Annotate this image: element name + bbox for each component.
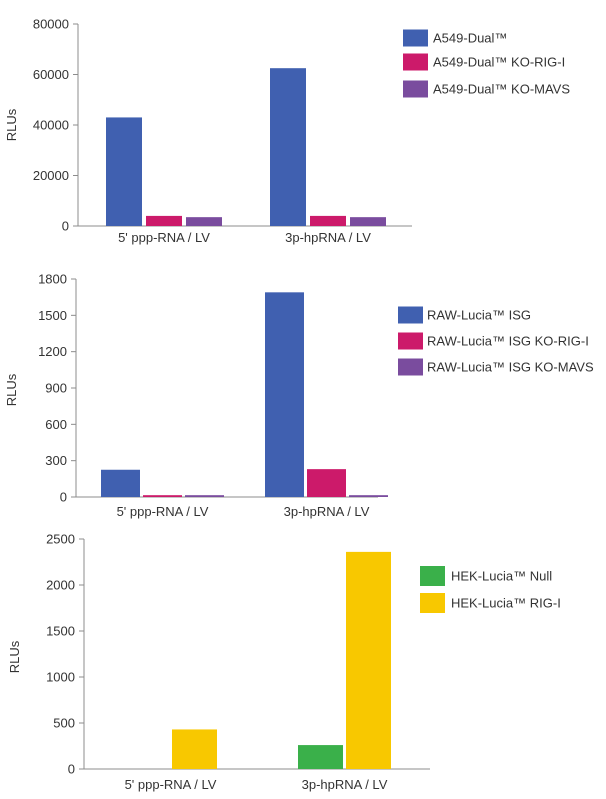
y-tick-label: 0 bbox=[60, 490, 67, 505]
y-tick-label: 500 bbox=[53, 716, 75, 731]
y-tick-label: 1800 bbox=[38, 272, 67, 287]
y-tick-label: 80000 bbox=[33, 17, 69, 32]
y-tick-label: 300 bbox=[45, 453, 67, 468]
bar-a549-s1-c0 bbox=[146, 215, 182, 226]
chart-panel-raw-lucia: 0 300 600 900 1200 1500 1800 RLUs 5' ppp-RNA / L… bbox=[4, 272, 594, 520]
bar-a549-s1-c1 bbox=[310, 215, 346, 226]
chart-panel-hek-lucia: 0 500 1000 1500 2000 2500 RLUs 5' ppp-RNA / LV 3… bbox=[7, 532, 561, 793]
legend-swatch bbox=[403, 29, 428, 47]
legend-swatch bbox=[398, 332, 423, 350]
y-tick-label: 1500 bbox=[46, 624, 75, 639]
legend-swatch bbox=[398, 306, 423, 324]
chart-panel-a549: 0 20000 40000 60000 80000 RLUs 5' ppp-RNA / LV… bbox=[4, 17, 570, 246]
bar-raw-lucia-s0-c0 bbox=[101, 469, 140, 497]
bar-hek-lucia-s0-c1 bbox=[298, 745, 343, 769]
y-tick-label: 60000 bbox=[33, 67, 69, 82]
legend-label: A549-Dual™ bbox=[433, 31, 507, 46]
legend-swatch bbox=[420, 566, 445, 586]
bar-hek-lucia-s1-c0 bbox=[172, 729, 217, 769]
y-tick-label: 0 bbox=[62, 219, 69, 234]
y-tick-label: 900 bbox=[45, 381, 67, 396]
x-category-label: 3p-hpRNA / LV bbox=[302, 777, 388, 792]
y-tick-label: 600 bbox=[45, 417, 67, 432]
bar-raw-lucia-s2-c1 bbox=[349, 495, 388, 497]
y-axis-title: RLUs bbox=[7, 640, 22, 673]
legend-label: A549-Dual™ KO-RIG-I bbox=[433, 55, 565, 70]
y-axis-title: RLUs bbox=[4, 373, 19, 406]
y-axis-title: RLUs bbox=[4, 108, 19, 141]
x-category-label: 3p-hpRNA / LV bbox=[285, 230, 371, 245]
legend-label: A549-Dual™ KO-MAVS bbox=[433, 82, 570, 97]
bar-raw-lucia-s2-c0 bbox=[185, 495, 224, 497]
bar-raw-lucia-s1-c0 bbox=[143, 495, 182, 497]
x-category-label: 5' ppp-RNA / LV bbox=[118, 230, 210, 245]
y-tick-label: 2000 bbox=[46, 578, 75, 593]
legend-swatch bbox=[420, 593, 445, 613]
x-category-label: 5' ppp-RNA / LV bbox=[117, 504, 209, 519]
bar-a549-s2-c0 bbox=[186, 217, 222, 226]
legend-label: RAW-Lucia™ ISG bbox=[427, 308, 531, 323]
legend-swatch bbox=[403, 80, 428, 98]
y-tick-label: 1000 bbox=[46, 670, 75, 685]
y-tick-label: 2500 bbox=[46, 532, 75, 547]
bar-raw-lucia-s1-c1 bbox=[307, 469, 346, 497]
bar-raw-lucia-s0-c1 bbox=[265, 292, 304, 497]
y-tick-label: 40000 bbox=[33, 118, 69, 133]
legend-swatch bbox=[398, 358, 423, 376]
y-tick-label: 1200 bbox=[38, 344, 67, 359]
y-tick-label: 1500 bbox=[38, 308, 67, 323]
bar-a549-s0-c1 bbox=[270, 68, 306, 226]
legend-label: HEK-Lucia™ Null bbox=[451, 569, 552, 584]
legend-label: HEK-Lucia™ RIG-I bbox=[451, 596, 561, 611]
x-category-label: 3p-hpRNA / LV bbox=[284, 504, 370, 519]
legend-swatch bbox=[403, 53, 428, 71]
bar-a549-s2-c1 bbox=[350, 217, 386, 226]
bar-a549-s0-c0 bbox=[106, 117, 142, 226]
y-tick-label: 20000 bbox=[33, 168, 69, 183]
legend-label: RAW-Lucia™ ISG KO-MAVS bbox=[427, 360, 594, 375]
bar-hek-lucia-s1-c1 bbox=[346, 551, 391, 769]
y-tick-label: 0 bbox=[68, 762, 75, 777]
legend-label: RAW-Lucia™ ISG KO-RIG-I bbox=[427, 334, 589, 349]
x-category-label: 5' ppp-RNA / LV bbox=[125, 777, 217, 792]
